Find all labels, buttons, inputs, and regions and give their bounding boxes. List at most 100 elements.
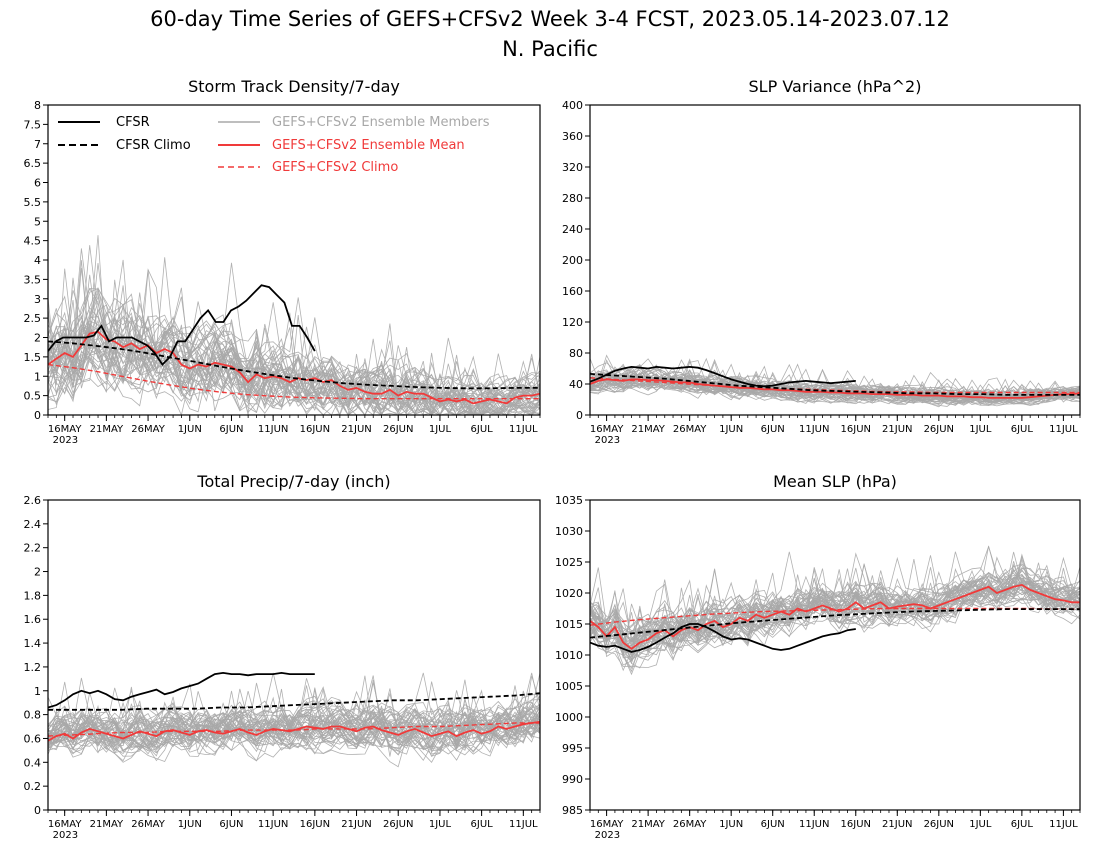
legend-label-members: GEFS+CFSv2 Ensemble Members	[272, 115, 490, 130]
y-tick-label: 0.5	[24, 390, 42, 403]
x-tick-label: 11JUL	[1049, 819, 1078, 830]
y-tick-label: 3.5	[24, 273, 42, 286]
ensemble-member-line	[48, 274, 540, 401]
y-tick-label: 1010	[555, 649, 583, 662]
x-tick-label: 1JUL	[969, 424, 992, 435]
ensemble-mean-line	[590, 583, 1080, 650]
panel-title: Storm Track Density/7-day	[188, 77, 400, 96]
ensemble-member-line	[590, 583, 1080, 665]
y-tick-label: 6	[34, 177, 41, 190]
ensemble-mean-line	[48, 720, 540, 742]
ensemble-member-line	[48, 245, 540, 408]
panel-title: Total Precip/7-day (inch)	[196, 472, 390, 491]
y-tick-label: 1	[34, 370, 41, 383]
ensemble-member-line	[48, 685, 540, 757]
panel-title: Mean SLP (hPa)	[773, 472, 897, 491]
ensemble-member-line	[48, 277, 540, 415]
cfsr-climo-line	[48, 692, 540, 711]
y-tick-label: 0.6	[24, 732, 42, 745]
y-tick-label: 1.6	[24, 613, 42, 626]
ensemble-member-line	[48, 307, 540, 415]
x-tick-label: 6JUL	[471, 819, 494, 830]
x-tick-label: 26JUN	[924, 819, 954, 830]
x-year-label: 2023	[595, 435, 620, 446]
x-tick-label: 1JUN	[178, 819, 202, 830]
legend-label-mean: GEFS+CFSv2 Ensemble Mean	[272, 138, 465, 153]
y-tick-label: 80	[569, 347, 583, 360]
y-tick-label: 6.5	[24, 157, 42, 170]
y-tick-label: 1020	[555, 587, 583, 600]
y-tick-label: 2	[34, 332, 41, 345]
y-tick-label: 4.5	[24, 235, 42, 248]
gefs-climo-line	[48, 363, 540, 400]
x-tick-label: 21JUN	[341, 424, 371, 435]
x-tick-label: 16MAY	[590, 819, 624, 830]
x-tick-label: 1JUL	[429, 424, 452, 435]
y-tick-label: 0	[34, 409, 41, 422]
y-tick-label: 360	[562, 130, 583, 143]
y-tick-label: 1000	[555, 711, 583, 724]
x-tick-label: 26JUN	[383, 819, 413, 830]
ensemble-member-line	[48, 686, 540, 754]
x-tick-label: 16MAY	[590, 424, 624, 435]
ensemble-mean-line	[590, 378, 1080, 399]
y-tick-label: 1035	[555, 494, 583, 507]
x-tick-label: 6JUL	[471, 424, 494, 435]
y-tick-label: 1030	[555, 525, 583, 538]
plot-area	[48, 235, 540, 415]
ensemble-member-line	[590, 573, 1080, 654]
cfsr-line	[590, 365, 856, 388]
x-tick-label: 21MAY	[90, 424, 124, 435]
x-tick-label: 21MAY	[90, 819, 124, 830]
y-tick-label: 400	[562, 99, 583, 112]
x-tick-label: 16JUN	[841, 819, 871, 830]
panel-storm-track-density: Storm Track Density/7-day 0 0.5 1 1.5 2 2.5 3 3…	[24, 77, 541, 446]
y-tick-label: 0	[576, 409, 583, 422]
ensemble-member-line	[590, 545, 1080, 659]
y-tick-label: 3	[34, 293, 41, 306]
plot-frame	[47, 104, 541, 416]
legend-label-cfsr: CFSR	[116, 115, 150, 130]
y-tick-label: 320	[562, 161, 583, 174]
plot-frame	[589, 499, 1081, 811]
y-tick-label: 5.5	[24, 196, 42, 209]
plot-area	[48, 671, 540, 768]
ensemble-member-line	[590, 551, 1080, 649]
ensemble-member-line	[590, 567, 1080, 676]
x-tick-label: 6JUN	[761, 819, 785, 830]
y-tick-label: 1015	[555, 618, 583, 631]
cfsr-climo-line	[48, 340, 540, 390]
y-tick-label: 2.4	[24, 518, 42, 531]
cfsr-climo-line	[590, 373, 1080, 396]
legend-label-cfsr-climo: CFSR Climo	[116, 138, 191, 153]
y-tick-label: 990	[562, 773, 583, 786]
ensemble-member-line	[590, 374, 1080, 407]
x-tick-label: 16JUN	[300, 819, 330, 830]
ensemble-member-line	[48, 688, 540, 751]
y-tick-label: 2.5	[24, 312, 42, 325]
y-tick-label: 1.4	[24, 637, 42, 650]
ensemble-member-line	[48, 311, 540, 415]
x-year-label: 2023	[53, 435, 78, 446]
x-tick-label: 1JUN	[178, 424, 202, 435]
x-tick-label: 11JUL	[509, 819, 538, 830]
y-tick-label: 40	[569, 378, 583, 391]
x-tick-label: 26MAY	[131, 819, 165, 830]
ensemble-member-line	[590, 546, 1080, 658]
ensemble-member-line	[590, 551, 1080, 651]
x-tick-label: 11JUN	[258, 424, 288, 435]
x-tick-label: 11JUN	[799, 819, 829, 830]
ensemble-member-line	[48, 710, 540, 762]
cfsr-line	[48, 284, 316, 367]
x-tick-label: 16JUN	[841, 424, 871, 435]
y-tick-label: 1005	[555, 680, 583, 693]
x-tick-label: 1JUN	[719, 819, 743, 830]
y-tick-label: 1025	[555, 556, 583, 569]
panel-total-precip: Total Precip/7-day (inch) 0 0.2 0.4 0.6 0.8 1…	[24, 472, 541, 841]
x-tick-label: 1JUL	[969, 819, 992, 830]
ensemble-member-line	[590, 562, 1080, 636]
ensemble-member-line	[48, 672, 540, 749]
x-tick-label: 6JUN	[219, 819, 243, 830]
y-tick-label: 4	[34, 254, 41, 267]
gefs-climo-line	[590, 377, 1080, 394]
